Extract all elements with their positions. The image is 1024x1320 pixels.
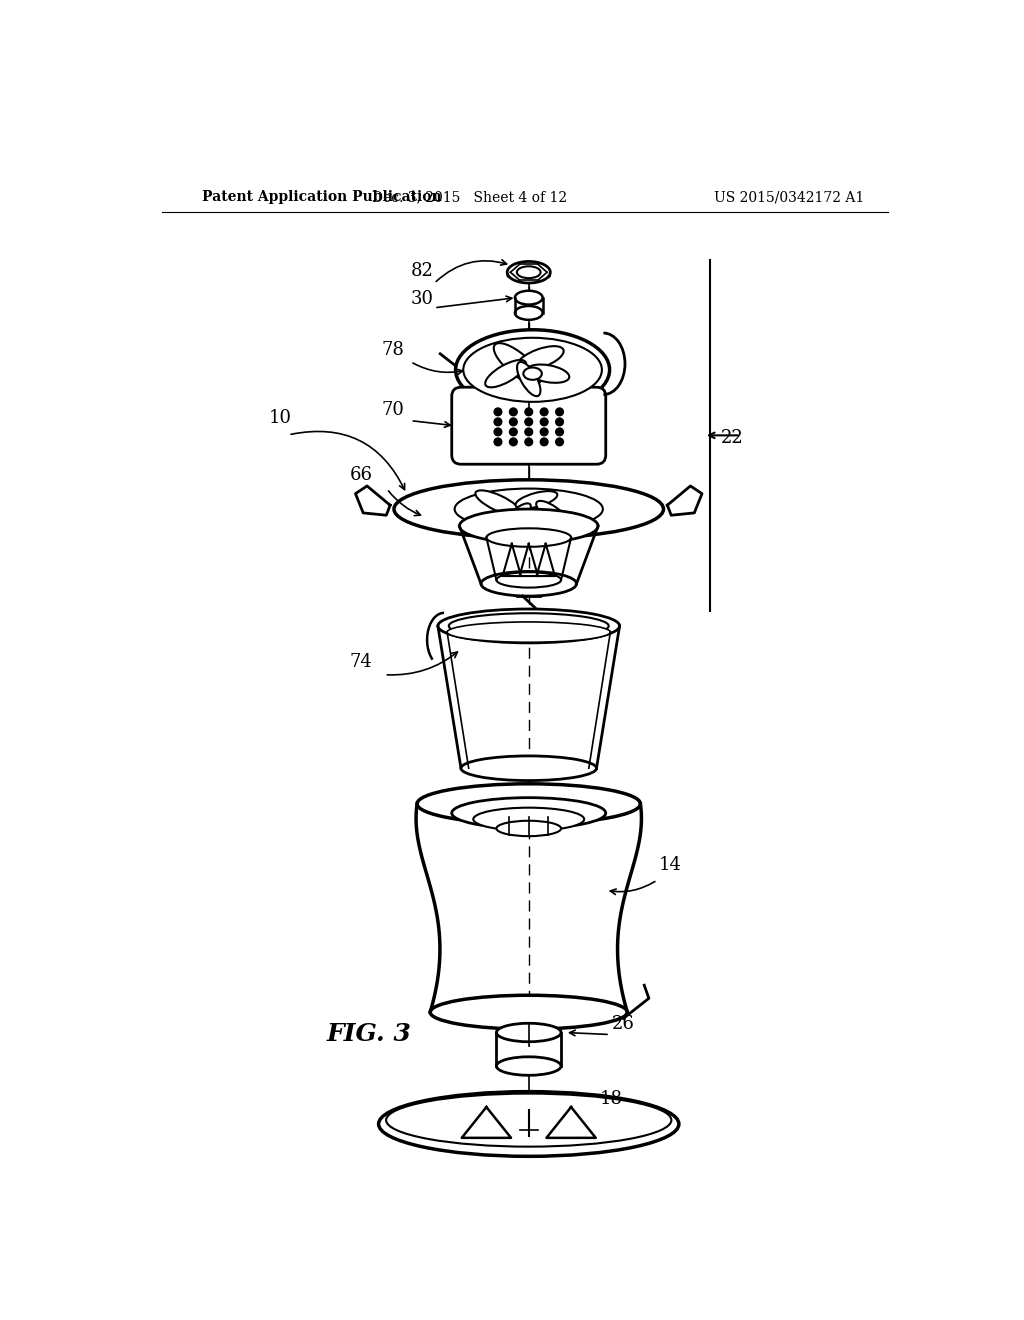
- Ellipse shape: [473, 808, 584, 830]
- Circle shape: [510, 408, 517, 416]
- Ellipse shape: [497, 821, 561, 836]
- Circle shape: [541, 408, 548, 416]
- Text: Dec. 3, 2015   Sheet 4 of 12: Dec. 3, 2015 Sheet 4 of 12: [372, 190, 567, 205]
- Circle shape: [525, 418, 532, 426]
- Text: 82: 82: [411, 263, 433, 280]
- Ellipse shape: [494, 343, 541, 384]
- Ellipse shape: [475, 490, 520, 515]
- Circle shape: [510, 428, 517, 436]
- Ellipse shape: [386, 1093, 672, 1147]
- Ellipse shape: [417, 784, 640, 824]
- Ellipse shape: [523, 367, 542, 380]
- Ellipse shape: [430, 995, 628, 1030]
- Ellipse shape: [504, 503, 530, 527]
- Circle shape: [541, 428, 548, 436]
- Text: 26: 26: [611, 1015, 635, 1034]
- Circle shape: [510, 438, 517, 446]
- Polygon shape: [547, 1107, 596, 1138]
- Circle shape: [556, 428, 563, 436]
- Text: 66: 66: [350, 466, 373, 483]
- Text: 30: 30: [411, 290, 433, 308]
- Text: 10: 10: [268, 409, 292, 426]
- Circle shape: [510, 418, 517, 426]
- Ellipse shape: [394, 479, 664, 539]
- Ellipse shape: [460, 510, 598, 543]
- Circle shape: [525, 438, 532, 446]
- Ellipse shape: [515, 290, 543, 305]
- Circle shape: [556, 438, 563, 446]
- Ellipse shape: [449, 614, 608, 639]
- Text: 70: 70: [381, 400, 404, 418]
- Text: 22: 22: [721, 429, 743, 447]
- Ellipse shape: [379, 1092, 679, 1156]
- Ellipse shape: [507, 271, 550, 280]
- Text: 18: 18: [600, 1089, 623, 1107]
- Ellipse shape: [463, 338, 602, 401]
- Ellipse shape: [455, 488, 603, 529]
- Ellipse shape: [517, 362, 541, 396]
- Ellipse shape: [461, 756, 597, 780]
- Ellipse shape: [497, 1057, 561, 1076]
- Text: 14: 14: [658, 855, 682, 874]
- Circle shape: [556, 418, 563, 426]
- Ellipse shape: [515, 491, 557, 508]
- Ellipse shape: [481, 572, 577, 597]
- Circle shape: [495, 428, 502, 436]
- Ellipse shape: [452, 797, 606, 829]
- Circle shape: [541, 438, 548, 446]
- Ellipse shape: [497, 1023, 561, 1041]
- Circle shape: [495, 408, 502, 416]
- Text: FIG. 3: FIG. 3: [326, 1022, 411, 1045]
- Ellipse shape: [438, 609, 620, 643]
- Circle shape: [525, 428, 532, 436]
- Ellipse shape: [447, 622, 610, 643]
- Text: 78: 78: [381, 341, 404, 359]
- Circle shape: [495, 418, 502, 426]
- Ellipse shape: [486, 528, 571, 546]
- Ellipse shape: [497, 572, 561, 587]
- Ellipse shape: [485, 360, 526, 387]
- FancyBboxPatch shape: [452, 387, 606, 465]
- Text: US 2015/0342172 A1: US 2015/0342172 A1: [714, 190, 864, 205]
- Ellipse shape: [517, 267, 541, 279]
- Ellipse shape: [515, 306, 543, 319]
- Ellipse shape: [456, 330, 609, 409]
- Ellipse shape: [507, 261, 550, 282]
- Ellipse shape: [537, 500, 567, 525]
- Circle shape: [495, 438, 502, 446]
- Circle shape: [541, 418, 548, 426]
- Ellipse shape: [526, 364, 569, 383]
- Circle shape: [556, 408, 563, 416]
- Circle shape: [525, 408, 532, 416]
- Text: 74: 74: [350, 652, 373, 671]
- Ellipse shape: [517, 346, 563, 371]
- Text: Patent Application Publication: Patent Application Publication: [202, 190, 441, 205]
- Polygon shape: [462, 1107, 511, 1138]
